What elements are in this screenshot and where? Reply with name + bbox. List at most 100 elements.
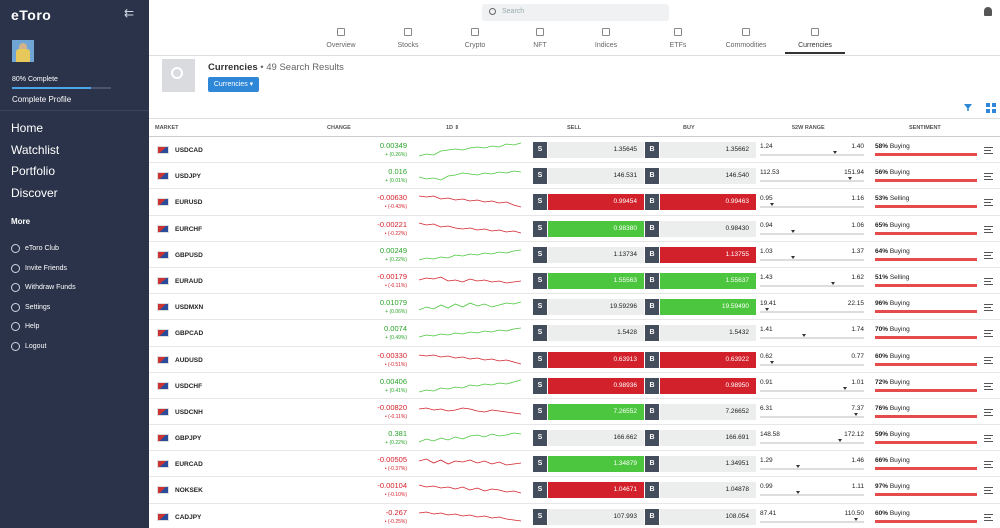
- buy-price[interactable]: 146.540: [660, 168, 756, 185]
- row-menu-icon[interactable]: [984, 147, 993, 154]
- row-menu-icon[interactable]: [984, 356, 993, 364]
- market-symbol[interactable]: NOKSEK: [175, 487, 203, 495]
- sidebar-item-help[interactable]: Help: [11, 317, 76, 337]
- search-input[interactable]: Search: [482, 4, 669, 21]
- sidebar-item-settings[interactable]: Settings: [11, 298, 76, 318]
- sidebar-item-home[interactable]: Home: [11, 121, 44, 135]
- row-menu-icon[interactable]: [984, 277, 993, 285]
- buy-button[interactable]: B: [645, 377, 659, 394]
- market-symbol[interactable]: USDMXN: [175, 304, 204, 312]
- table-row[interactable]: EURUSD -0.00630 • (-0.43%) S 0.99454 B 0.99463…: [149, 189, 1000, 216]
- sell-price[interactable]: 166.662: [548, 430, 644, 447]
- filter-icon[interactable]: [964, 104, 972, 111]
- buy-button[interactable]: B: [645, 430, 659, 447]
- buy-price[interactable]: 1.13755: [660, 246, 756, 263]
- tab-crypto[interactable]: Crypto: [445, 28, 505, 54]
- sell-price[interactable]: 1.04671: [548, 482, 644, 499]
- sell-price[interactable]: 0.99454: [548, 194, 644, 211]
- sell-price[interactable]: 0.63913: [548, 351, 644, 368]
- buy-price[interactable]: 0.63922: [660, 351, 756, 368]
- row-menu-icon[interactable]: [984, 435, 993, 443]
- sell-button[interactable]: S: [533, 246, 547, 263]
- market-symbol[interactable]: USDCNH: [175, 408, 203, 416]
- sell-price[interactable]: 1.5428: [548, 325, 644, 342]
- buy-button[interactable]: B: [645, 456, 659, 473]
- sell-price[interactable]: 107.993: [548, 508, 644, 525]
- buy-price[interactable]: 19.59490: [660, 299, 756, 316]
- sell-button[interactable]: S: [533, 168, 547, 185]
- row-menu-icon[interactable]: [984, 225, 993, 233]
- table-row[interactable]: USDCNH -0.00820 • (-0.11%) S 7.26552 B 7.26652…: [149, 399, 1000, 426]
- table-row[interactable]: EURCHF -0.00221 • (-0.22%) S 0.98380 B 0.98430…: [149, 216, 1000, 242]
- sell-price[interactable]: 1.34879: [548, 456, 644, 473]
- table-row[interactable]: USDCAD 0.00349 + (0.26%) S 1.35645 B 1.35662 1.…: [149, 137, 1000, 164]
- sell-price[interactable]: 1.13734: [548, 246, 644, 263]
- table-row[interactable]: GBPCAD 0.0074 + (0.49%) S 1.5428 B 1.5432 1.41 1…: [149, 320, 1000, 347]
- market-symbol[interactable]: EURCHF: [175, 225, 203, 233]
- buy-price[interactable]: 166.691: [660, 430, 756, 447]
- buy-price[interactable]: 1.34951: [660, 456, 756, 473]
- sidebar-item-portfolio[interactable]: Portfolio: [11, 164, 56, 178]
- row-menu-icon[interactable]: [984, 461, 993, 469]
- sell-button[interactable]: S: [533, 325, 547, 342]
- table-row[interactable]: USDJPY 0.016 + (0.01%) S 146.531 B 146.540 112.…: [149, 163, 1000, 190]
- table-row[interactable]: NOKSEK -0.00104 • (-0.10%) S 1.04671 B 1.04878…: [149, 477, 1000, 504]
- buy-button[interactable]: B: [645, 168, 659, 185]
- sidebar-item-logout[interactable]: Logout: [11, 337, 76, 357]
- sell-button[interactable]: S: [533, 508, 547, 525]
- row-menu-icon[interactable]: [984, 173, 993, 181]
- buy-price[interactable]: 0.98950: [660, 377, 756, 394]
- market-symbol[interactable]: EURCAD: [175, 461, 203, 469]
- buy-button[interactable]: B: [645, 220, 659, 237]
- buy-button[interactable]: B: [645, 508, 659, 525]
- sell-button[interactable]: S: [533, 351, 547, 368]
- buy-button[interactable]: B: [645, 403, 659, 420]
- row-menu-icon[interactable]: [984, 330, 993, 338]
- table-row[interactable]: USDCHF 0.00406 + (0.41%) S 0.98936 B 0.98950 0.…: [149, 373, 1000, 399]
- etoro-logo[interactable]: eToro: [11, 7, 52, 23]
- table-row[interactable]: GBPUSD 0.00249 + (0.22%) S 1.13734 B 1.13755 1.…: [149, 242, 1000, 268]
- table-row[interactable]: USDMXN 0.01079 + (0.06%) S 19.59296 B 19.59490…: [149, 294, 1000, 321]
- buy-button[interactable]: B: [645, 272, 659, 289]
- tab-currencies[interactable]: Currencies: [785, 28, 845, 54]
- buy-button[interactable]: B: [645, 142, 659, 158]
- sell-price[interactable]: 1.35645: [548, 142, 644, 158]
- col-change[interactable]: CHANGE: [327, 125, 351, 131]
- buy-price[interactable]: 7.26652: [660, 403, 756, 420]
- buy-button[interactable]: B: [645, 299, 659, 316]
- sidebar-item-discover[interactable]: Discover: [11, 185, 58, 200]
- sell-price[interactable]: 19.59296: [548, 299, 644, 316]
- bell-icon[interactable]: [984, 7, 992, 16]
- sell-button[interactable]: S: [533, 142, 547, 158]
- avatar[interactable]: [12, 40, 34, 62]
- tab-stocks[interactable]: Stocks: [378, 28, 438, 54]
- row-menu-icon[interactable]: [984, 251, 993, 259]
- buy-price[interactable]: 1.5432: [660, 325, 756, 342]
- tab-nft[interactable]: NFT: [510, 28, 570, 54]
- col-period[interactable]: 1D ⇕: [446, 125, 460, 131]
- sidebar-item-etoro-club[interactable]: eToro Club: [11, 239, 76, 259]
- tab-commodities[interactable]: Commodities: [716, 28, 776, 54]
- table-row[interactable]: EURCAD -0.00505 • (-0.37%) S 1.34879 B 1.34951…: [149, 451, 1000, 478]
- sidebar-item-invite-friends[interactable]: Invite Friends: [11, 259, 76, 279]
- buy-price[interactable]: 1.35662: [660, 142, 756, 158]
- sell-button[interactable]: S: [533, 430, 547, 447]
- sell-button[interactable]: S: [533, 272, 547, 289]
- row-menu-icon[interactable]: [984, 408, 993, 416]
- grid-view-icon[interactable]: [986, 103, 996, 113]
- sell-button[interactable]: S: [533, 482, 547, 499]
- row-menu-icon[interactable]: [984, 487, 993, 495]
- table-row[interactable]: GBPJPY 0.381 + (0.22%) S 166.662 B 166.691 148.…: [149, 425, 1000, 452]
- market-symbol[interactable]: USDCHF: [175, 382, 203, 390]
- table-row[interactable]: AUDUSD -0.00330 • (-0.51%) S 0.63913 B 0.63922…: [149, 347, 1000, 373]
- sell-button[interactable]: S: [533, 456, 547, 473]
- market-symbol[interactable]: CADJPY: [175, 513, 202, 521]
- buy-button[interactable]: B: [645, 246, 659, 263]
- sell-price[interactable]: 0.98936: [548, 377, 644, 394]
- buy-button[interactable]: B: [645, 482, 659, 499]
- sell-button[interactable]: S: [533, 403, 547, 420]
- sell-button[interactable]: S: [533, 299, 547, 316]
- tab-indices[interactable]: Indices: [576, 28, 636, 54]
- market-symbol[interactable]: EURAUD: [175, 277, 203, 285]
- col-buy[interactable]: BUY: [683, 125, 695, 131]
